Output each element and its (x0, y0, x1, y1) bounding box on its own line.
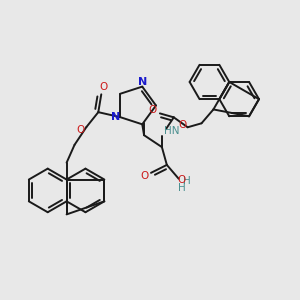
Text: N: N (138, 77, 147, 87)
Text: HN: HN (164, 126, 179, 136)
Text: O: O (178, 120, 187, 130)
Text: O: O (99, 82, 107, 92)
Text: O: O (178, 175, 186, 185)
Text: N: N (110, 112, 120, 122)
Text: H: H (178, 183, 186, 193)
Text: O: O (149, 105, 157, 116)
Text: H: H (183, 176, 190, 186)
Text: O: O (76, 125, 85, 135)
Text: O: O (140, 171, 148, 181)
